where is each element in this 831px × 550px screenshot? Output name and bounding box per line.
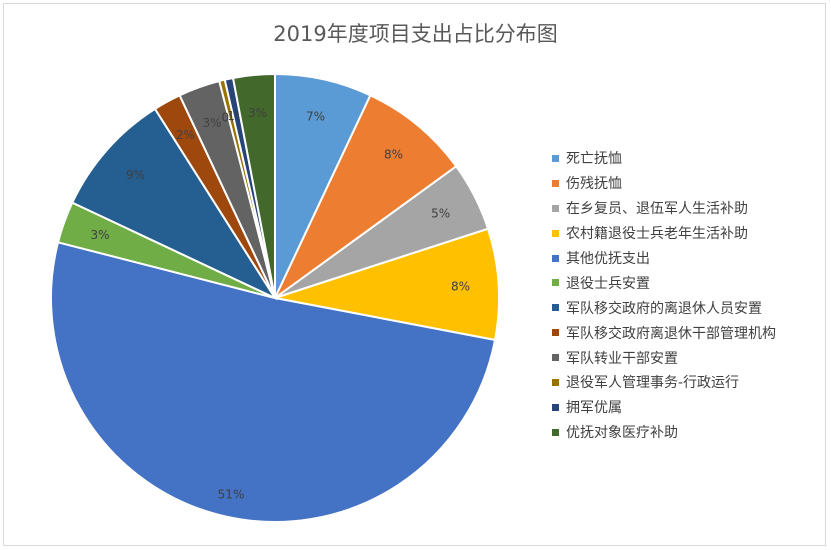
legend-label: 农村籍退役士兵老年生活补助 [566,226,748,243]
legend-swatch [552,254,559,262]
legend-item-5[interactable]: 其他优抚支出 [552,246,776,271]
legend-item-3[interactable]: 在乡复员、退伍军人生活补助 [552,196,776,221]
pie-data-label-8: 2% [176,128,195,142]
legend-swatch [552,354,559,362]
legend-swatch [552,279,559,287]
legend-item-7[interactable]: 军队移交政府的离退休人员安置 [552,295,776,320]
legend-swatch [552,428,559,436]
legend-label: 在乡复员、退伍军人生活补助 [566,201,748,218]
legend-label: 退役士兵安置 [566,275,650,292]
legend-swatch [552,154,559,162]
legend-label: 军队移交政府离退休干部管理机构 [566,325,776,342]
pie-slice-12[interactable] [231,72,276,299]
legend-item-2[interactable]: 伤残抚恤 [552,171,776,196]
pie-slice-2[interactable] [274,93,458,299]
legend-label: 军队转业干部安置 [566,350,678,367]
pie-data-label-5: 51% [218,488,245,502]
legend-item-11[interactable]: 拥军优属 [552,395,776,420]
legend-swatch [552,179,559,187]
legend-item-8[interactable]: 军队移交政府离退休干部管理机构 [552,320,776,345]
pie-data-label-12: 3% [248,106,267,120]
pie-data-label-1: 7% [306,110,325,124]
legend-swatch [552,304,559,312]
legend-item-4[interactable]: 农村籍退役士兵老年生活补助 [552,221,776,246]
legend-label: 优抚对象医疗补助 [566,425,678,442]
chart-legend: 死亡抚恤伤残抚恤在乡复员、退伍军人生活补助 农村籍退役士兵老年生活补助 其他优抚支出… [552,146,776,445]
pie-slice-7[interactable] [70,107,278,301]
legend-swatch [552,378,559,386]
legend-label: 拥军优属 [566,400,622,417]
legend-label: 其他优抚支出 [566,251,650,267]
legend-label: 死亡抚恤 [566,151,622,168]
pie-data-label-9: 3% [202,116,221,130]
legend-item-9[interactable]: 军队转业干部安置 [552,345,776,370]
legend-swatch [552,329,559,337]
legend-swatch [552,229,559,237]
pie-data-label-7: 9% [126,168,145,182]
legend-label: 军队移交政府的离退休人员安置 [566,300,762,317]
pie-data-label-2: 8% [384,148,403,162]
pie-slice-4[interactable] [274,227,500,342]
pie-data-label-3: 5% [431,207,450,221]
pie-data-label-4: 8% [451,279,470,293]
legend-item-6[interactable]: 退役士兵安置 [552,270,776,295]
pie-slice-5[interactable] [50,241,497,524]
legend-swatch [552,204,559,212]
chart-title: 2019年度项目支出占比分布图 [273,22,558,46]
pie-data-label-6: 3% [91,228,110,242]
legend-item-12[interactable]: 优抚对象医疗补助 [552,420,776,445]
legend-label: 退役军人管理事务-行政运行 [566,375,740,392]
legend-item-10[interactable]: 退役军人管理事务-行政运行 [552,370,776,395]
legend-swatch [552,403,559,411]
legend-item-1[interactable]: 死亡抚恤 [552,146,776,171]
legend-label: 伤残抚恤 [566,176,622,193]
